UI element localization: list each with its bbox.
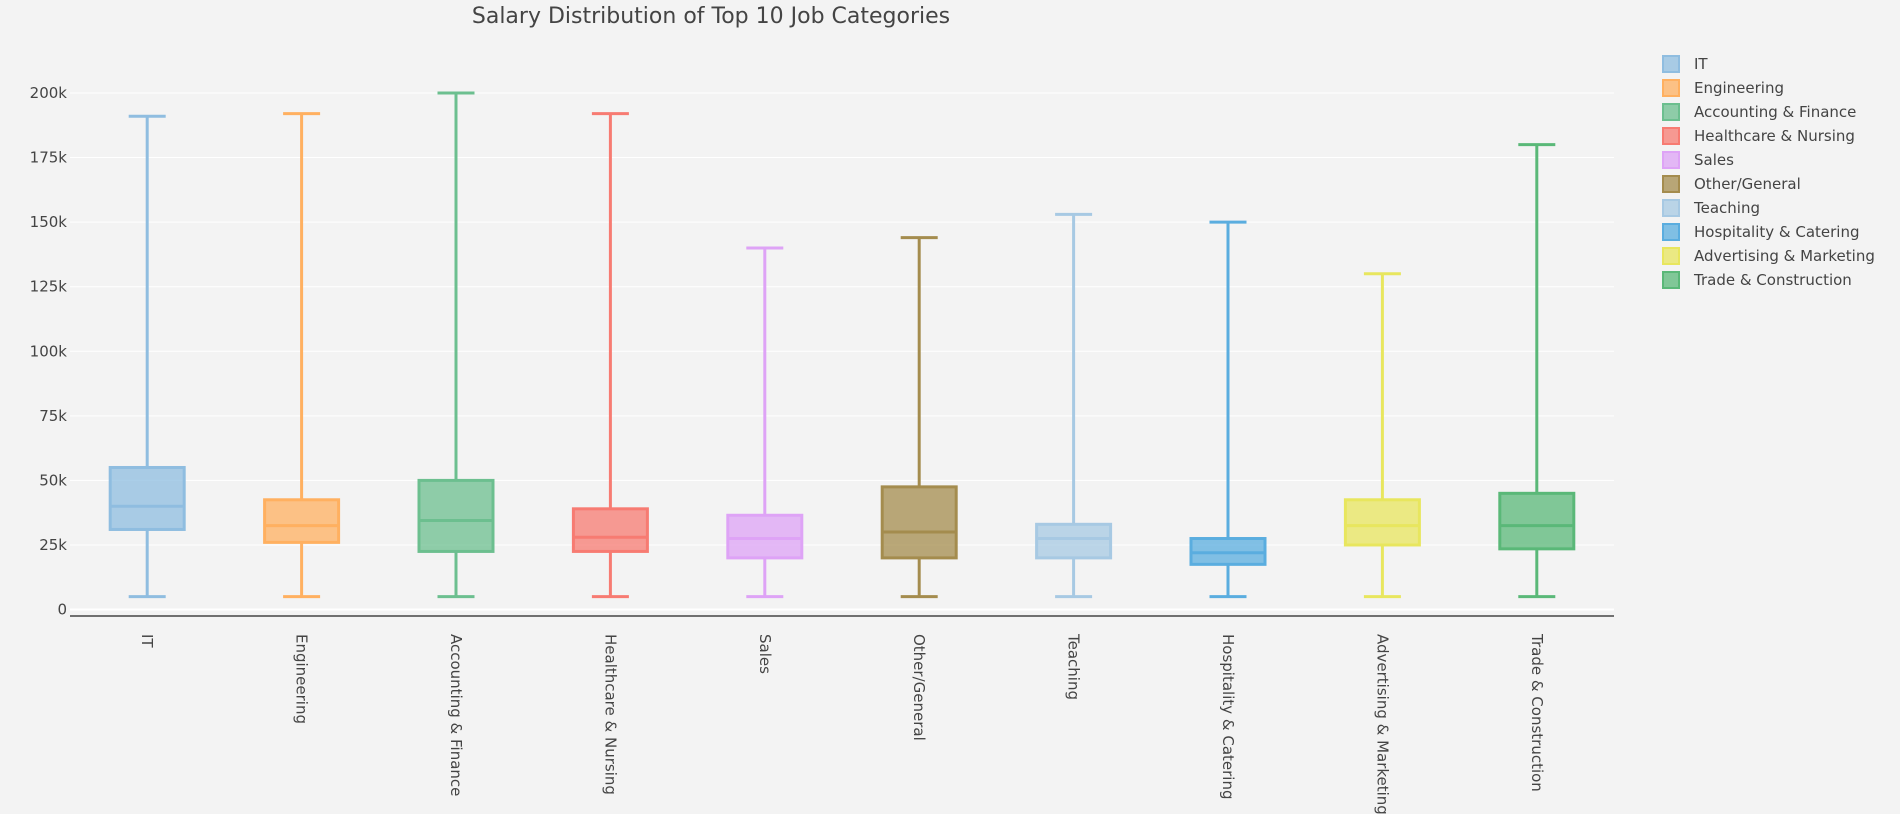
y-tick-label: 50k xyxy=(39,471,67,489)
x-tick-label: IT xyxy=(138,634,156,648)
legend-swatch xyxy=(1662,103,1680,121)
gridlines xyxy=(70,92,1614,611)
box-8[interactable] xyxy=(1343,272,1421,599)
legend-item-4[interactable]: Sales xyxy=(1662,151,1734,169)
y-tick-label: 125k xyxy=(30,278,68,296)
x-tick-label: Engineering xyxy=(293,634,311,724)
iqr-box xyxy=(1498,491,1576,551)
iqr-box xyxy=(263,498,341,544)
legend-item-1[interactable]: Engineering xyxy=(1662,79,1784,97)
boxes xyxy=(108,91,1576,599)
y-axis-ticks: 0 25k 50k 75k 100k 125k 150k 175k 200k xyxy=(30,84,68,619)
legend-swatch xyxy=(1662,79,1680,97)
iqr-box xyxy=(108,465,186,531)
legend-item-6[interactable]: Teaching xyxy=(1662,199,1760,217)
chart-title: Salary Distribution of Top 10 Job Catego… xyxy=(472,4,950,29)
y-tick-label: 75k xyxy=(39,407,67,425)
legend-label: Advertising & Marketing xyxy=(1694,247,1875,265)
legend-swatch xyxy=(1662,127,1680,145)
legend-item-3[interactable]: Healthcare & Nursing xyxy=(1662,127,1855,145)
x-axis-ticks: IT Engineering Accounting & Finance Healthc… xyxy=(138,633,1546,814)
y-tick-label: 25k xyxy=(39,536,67,554)
legend[interactable]: IT Engineering Accounting & Finance Healthc… xyxy=(1662,55,1875,289)
box-6[interactable] xyxy=(1035,212,1113,599)
legend-label: Sales xyxy=(1694,151,1734,169)
legend-label: Hospitality & Catering xyxy=(1694,223,1860,241)
x-tick-label: Other/General xyxy=(910,634,928,741)
box-4[interactable] xyxy=(726,246,804,599)
legend-label: Accounting & Finance xyxy=(1694,103,1856,121)
iqr-box xyxy=(880,485,958,560)
x-tick-label: Healthcare & Nursing xyxy=(601,634,619,795)
y-tick-label: 175k xyxy=(30,149,68,167)
legend-item-2[interactable]: Accounting & Finance xyxy=(1662,103,1856,121)
iqr-box xyxy=(1343,498,1421,547)
x-tick-label: Sales xyxy=(756,634,774,674)
box-0[interactable] xyxy=(108,114,186,599)
legend-item-0[interactable]: IT xyxy=(1662,55,1708,73)
iqr-box xyxy=(417,478,495,553)
iqr-box xyxy=(1035,522,1113,560)
legend-label: IT xyxy=(1694,55,1708,73)
box-5[interactable] xyxy=(880,236,958,599)
legend-label: Trade & Construction xyxy=(1693,271,1852,289)
legend-item-5[interactable]: Other/General xyxy=(1662,175,1801,193)
legend-label: Teaching xyxy=(1693,199,1760,217)
x-tick-label: Teaching xyxy=(1065,633,1083,700)
box-9[interactable] xyxy=(1498,143,1576,599)
legend-label: Engineering xyxy=(1694,79,1784,97)
box-1[interactable] xyxy=(263,112,341,599)
iqr-box xyxy=(726,513,804,560)
legend-item-9[interactable]: Trade & Construction xyxy=(1662,271,1852,289)
x-tick-label: Advertising & Marketing xyxy=(1373,634,1391,814)
iqr-box xyxy=(571,507,649,553)
legend-item-8[interactable]: Advertising & Marketing xyxy=(1662,247,1875,265)
y-tick-label: 100k xyxy=(30,342,68,360)
x-tick-label: Trade & Construction xyxy=(1528,633,1546,792)
y-tick-label: 150k xyxy=(30,213,68,231)
legend-item-7[interactable]: Hospitality & Catering xyxy=(1662,223,1860,241)
legend-swatch xyxy=(1662,271,1680,289)
legend-swatch xyxy=(1662,199,1680,217)
y-tick-label: 0 xyxy=(57,601,67,619)
legend-swatch xyxy=(1662,223,1680,241)
box-7[interactable] xyxy=(1189,220,1267,599)
box-3[interactable] xyxy=(571,112,649,599)
y-tick-label: 200k xyxy=(30,84,68,102)
legend-label: Healthcare & Nursing xyxy=(1694,127,1855,145)
box-2[interactable] xyxy=(417,91,495,599)
x-tick-label: Hospitality & Catering xyxy=(1219,634,1237,800)
legend-label: Other/General xyxy=(1694,175,1801,193)
legend-swatch xyxy=(1662,247,1680,265)
legend-swatch xyxy=(1662,55,1680,73)
legend-swatch xyxy=(1662,151,1680,169)
x-tick-label: Accounting & Finance xyxy=(447,634,465,796)
legend-swatch xyxy=(1662,175,1680,193)
